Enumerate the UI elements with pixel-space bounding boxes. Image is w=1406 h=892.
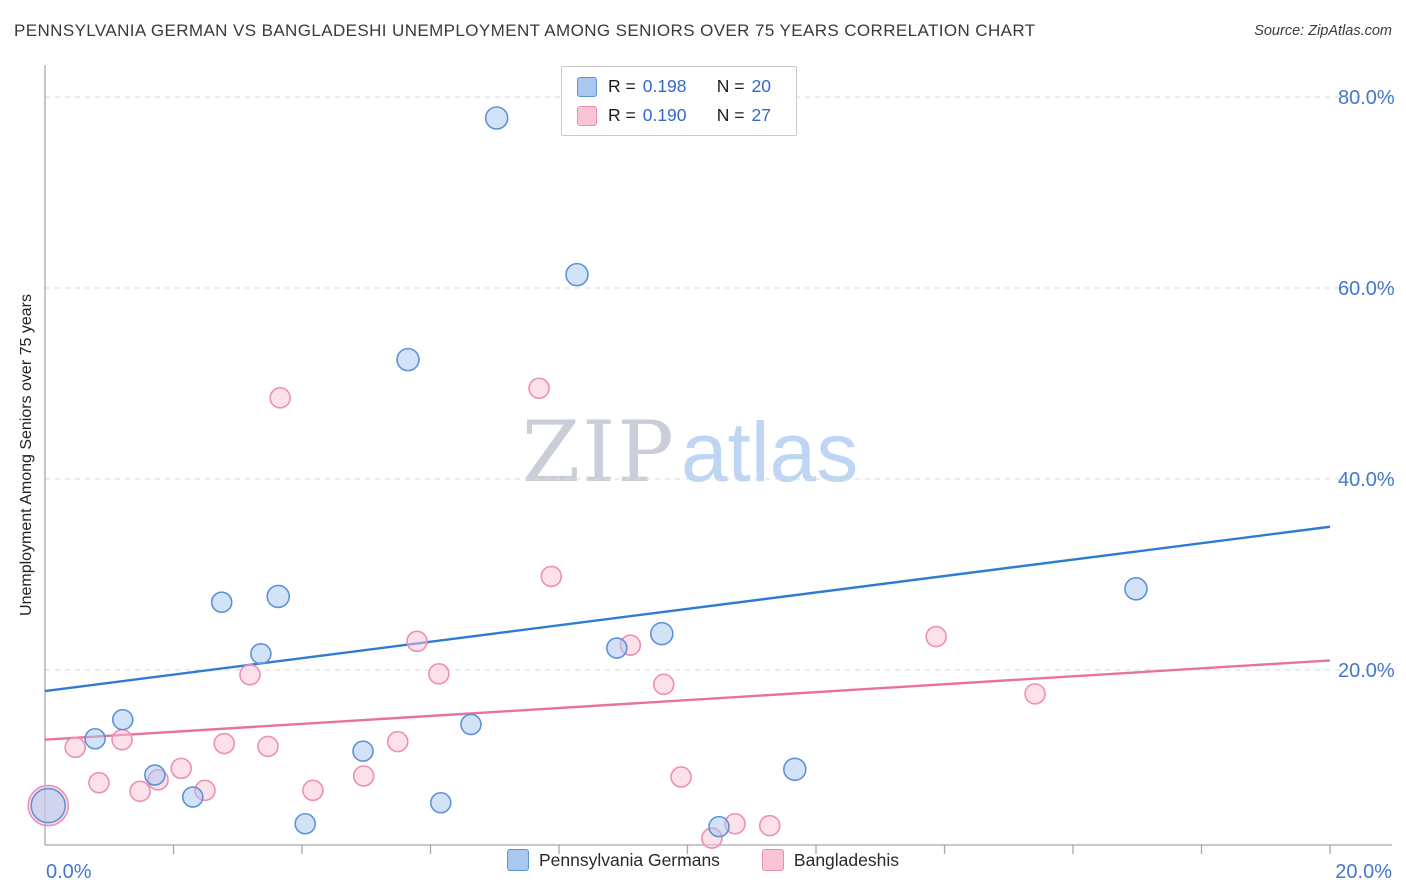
watermark-atlas: atlas — [680, 405, 859, 499]
scatter-point-pennsylvania-germans — [294, 812, 317, 835]
legend-item-bangladeshis: Bangladeshis — [761, 849, 899, 871]
trend-line-bangladeshis — [44, 659, 1331, 741]
y-tick-label: 60.0% — [1338, 278, 1395, 300]
scatter-point-pennsylvania-germans — [565, 262, 589, 287]
scatter-point-bangladeshis — [652, 673, 675, 696]
scatter-point-bangladeshis — [269, 387, 291, 409]
bangladeshis-swatch-icon — [577, 105, 597, 126]
y-axis-title: Unemployment Among Seniors over 75 years — [18, 294, 35, 616]
legend-item-label: Pennsylvania Germans — [539, 849, 720, 870]
scatter-point-bangladeshis — [257, 735, 279, 758]
scatter-point-pennsylvania-germans — [429, 791, 452, 814]
legend-item-label: Bangladeshis — [793, 849, 899, 870]
n-value: 20 — [751, 76, 771, 96]
scatter-point-pennsylvania-germans — [396, 347, 420, 372]
scatter-point-pennsylvania-germans — [210, 591, 233, 613]
scatter-point-pennsylvania-germans — [181, 786, 204, 808]
r-label: R = — [608, 105, 636, 125]
legend-row-pennsylvania-germans: R = 0.198 N = 20 — [577, 76, 781, 97]
scatter-point-bangladeshis — [758, 814, 781, 837]
scatter-point-bangladeshis — [406, 630, 428, 653]
r-value: 0.198 — [642, 76, 687, 96]
source-label: Source: ZipAtlas.com — [1254, 23, 1392, 39]
r-label: R = — [608, 76, 636, 96]
y-tick-label: 80.0% — [1338, 87, 1395, 109]
bangladeshis-swatch-icon — [761, 849, 784, 871]
scatter-point-pennsylvania-germans — [649, 621, 674, 646]
x-tick-label: 0.0% — [46, 861, 92, 883]
scatter-point-pennsylvania-germans — [30, 787, 67, 824]
scatter-point-bangladeshis — [528, 377, 550, 400]
series-legend: Pennsylvania Germans Bangladeshis — [0, 849, 1406, 871]
legend-item-pennsylvania-germans: Pennsylvania Germans — [507, 849, 720, 871]
legend-row-bangladeshis: R = 0.190 N = 27 — [577, 105, 781, 126]
x-tick-label: 20.0% — [1335, 861, 1392, 883]
scatter-point-bangladeshis — [428, 663, 450, 685]
scatter-point-bangladeshis — [302, 779, 324, 802]
scatter-point-pennsylvania-germans — [460, 713, 482, 736]
scatter-point-pennsylvania-germans — [352, 740, 374, 762]
scatter-point-pennsylvania-germans — [782, 757, 807, 782]
scatter-point-pennsylvania-germans — [84, 727, 106, 750]
n-value: 27 — [751, 105, 771, 125]
scatter-point-pennsylvania-germans — [484, 106, 509, 130]
n-label: N = — [716, 76, 745, 96]
pennsylvania-germans-swatch-icon — [507, 849, 529, 871]
trend-line-pennsylvania-germans — [44, 525, 1331, 693]
scatter-point-bangladeshis — [670, 766, 692, 788]
scatter-point-bangladeshis — [352, 765, 375, 787]
scatter-point-pennsylvania-germans — [250, 642, 272, 665]
scatter-point-pennsylvania-germans — [1124, 577, 1148, 601]
scatter-point-bangladeshis — [239, 663, 261, 686]
scatter-point-pennsylvania-germans — [708, 815, 730, 838]
scatter-point-bangladeshis — [540, 565, 563, 588]
scatter-point-pennsylvania-germans — [144, 764, 166, 786]
scatter-point-bangladeshis — [64, 736, 86, 759]
scatter-point-pennsylvania-germans — [266, 584, 291, 609]
r-value: 0.190 — [642, 105, 687, 125]
watermark-zip: ZIP — [521, 403, 676, 501]
scatter-point-bangladeshis — [925, 625, 947, 648]
zipatlas-watermark: ZIPatlas — [522, 410, 859, 494]
pennsylvania-germans-swatch-icon — [577, 76, 597, 97]
n-label: N = — [716, 105, 745, 125]
scatter-point-bangladeshis — [111, 728, 133, 751]
scatter-point-bangladeshis — [88, 771, 110, 794]
scatter-point-bangladeshis — [129, 780, 151, 803]
page-title: PENNSYLVANIA GERMAN VS BANGLADESHI UNEMP… — [14, 21, 1036, 40]
scatter-point-bangladeshis — [170, 757, 193, 780]
scatter-point-bangladeshis — [1024, 683, 1046, 705]
scatter-point-pennsylvania-germans — [111, 708, 134, 731]
y-tick-label: 20.0% — [1338, 660, 1395, 682]
scatter-point-bangladeshis — [386, 730, 409, 753]
y-tick-label: 40.0% — [1338, 469, 1395, 491]
scatter-point-bangladeshis — [213, 732, 236, 755]
correlation-legend: R = 0.198 N = 20 R = 0.190 N = 27 — [561, 66, 798, 136]
scatter-point-pennsylvania-germans — [606, 637, 628, 659]
